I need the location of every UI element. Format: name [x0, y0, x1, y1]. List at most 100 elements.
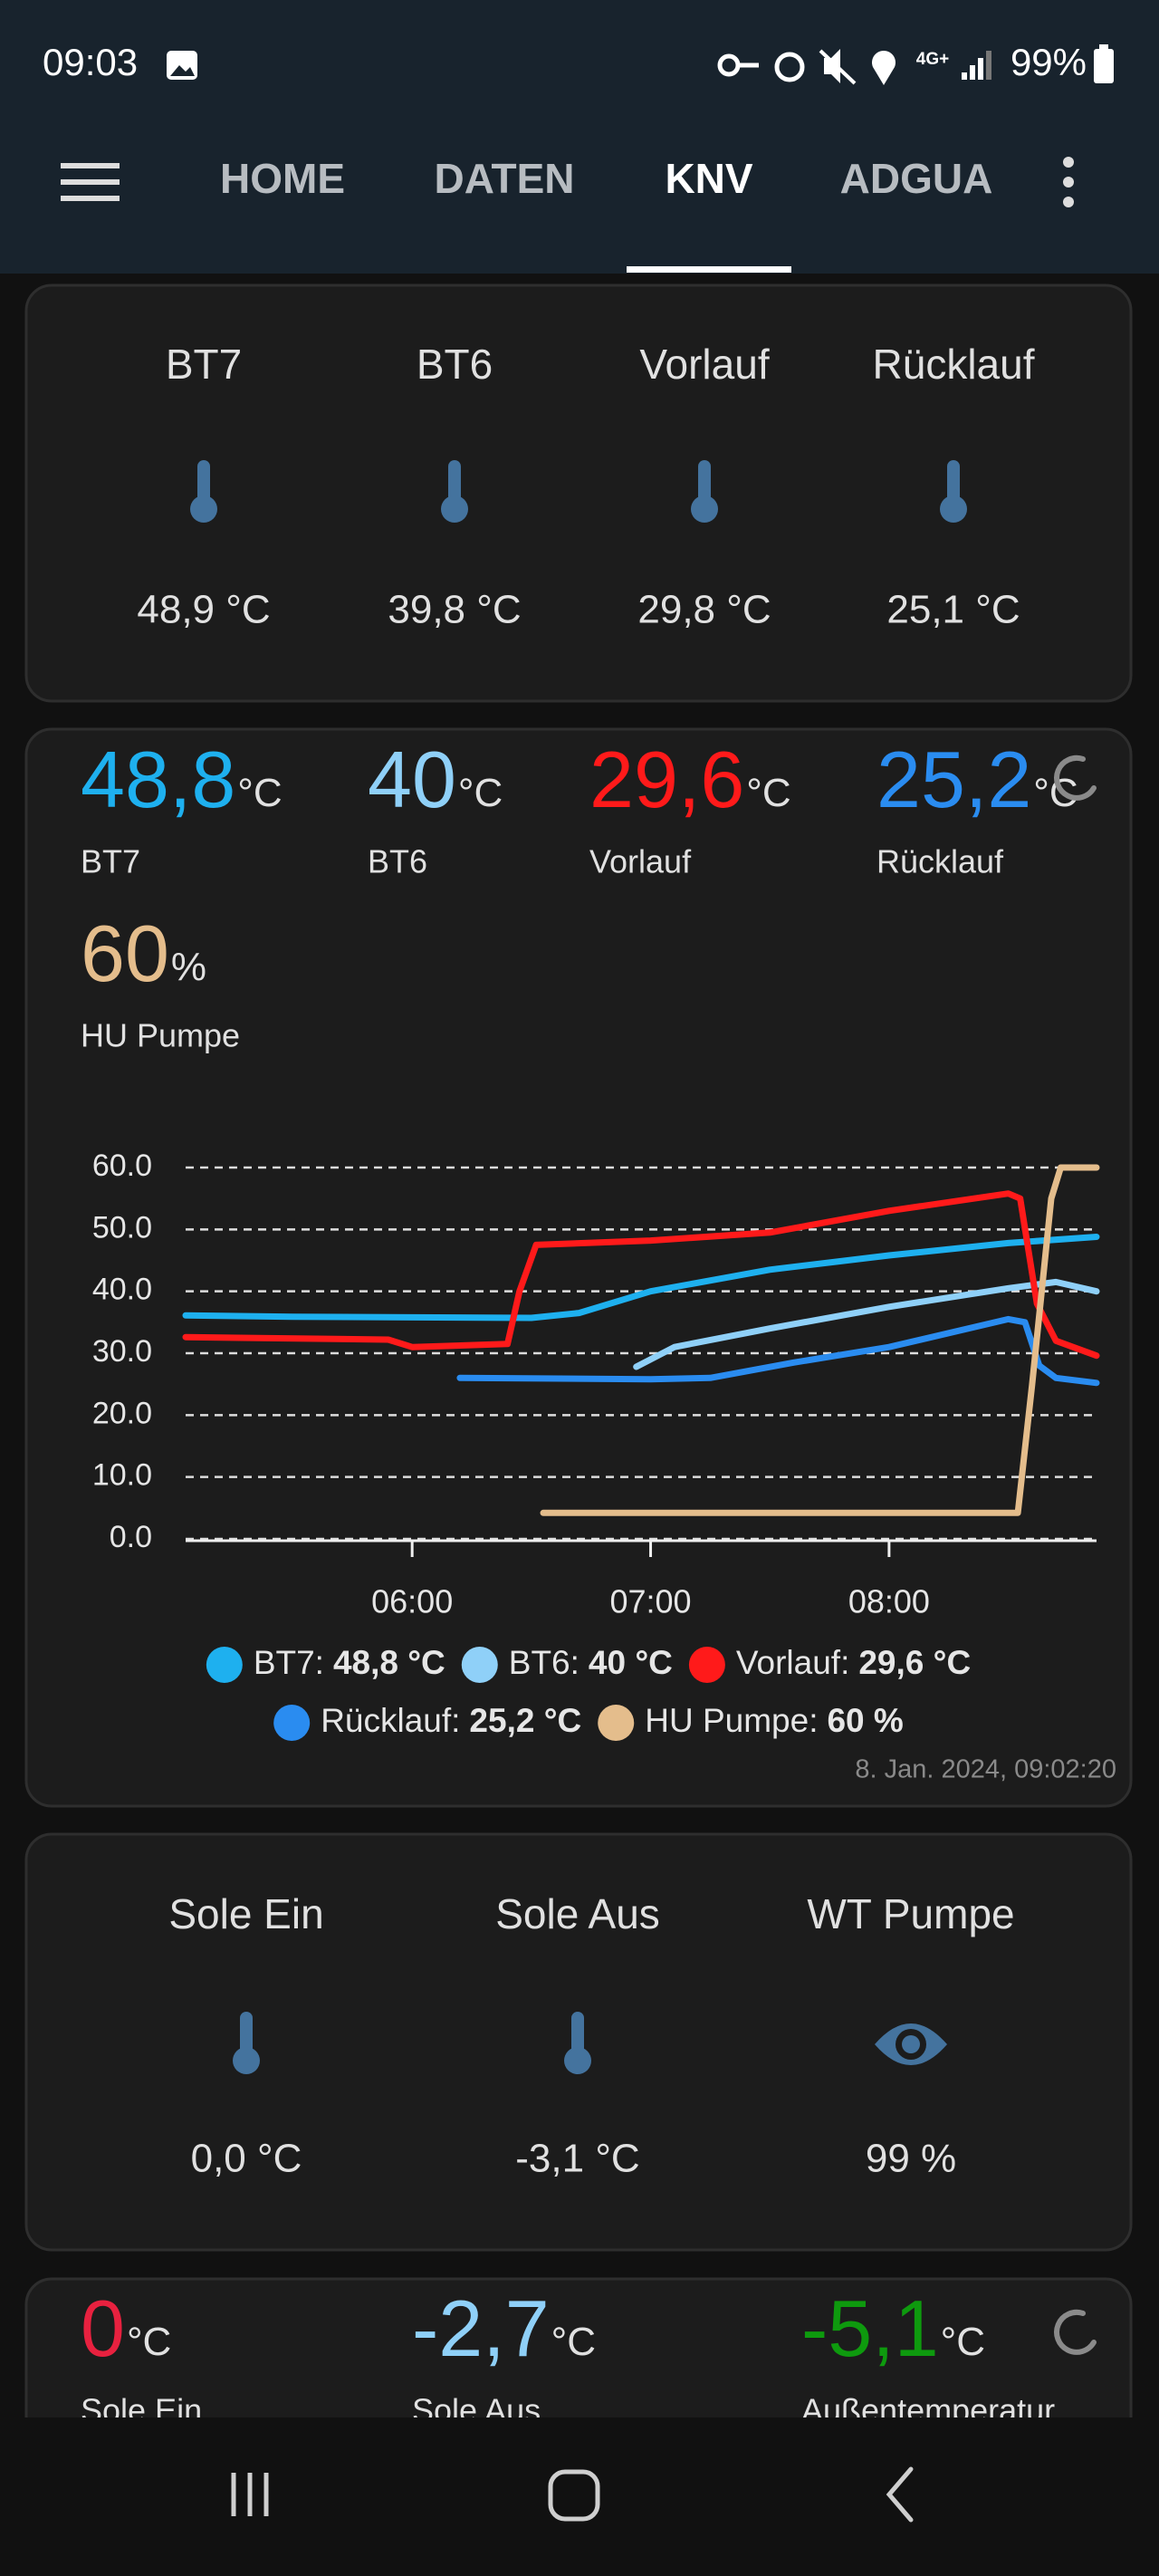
legend-item[interactable]: HU Pumpe: 60 %: [598, 1702, 904, 1741]
series-line: [540, 1164, 1100, 1516]
menu-dot: [1063, 177, 1074, 187]
entity-state: -5,1°C: [801, 2283, 985, 2373]
network-type: 4G+: [916, 50, 949, 69]
legend-item[interactable]: BT6: 40 °C: [461, 1644, 673, 1683]
tab[interactable]: HOME: [220, 155, 345, 202]
thermometer-bulb: [940, 495, 967, 523]
entity-label: Sole Ein: [168, 1890, 323, 1937]
entity-state: 40°C: [368, 735, 503, 824]
app-header: 09:03 4G+ 99% HOME DATEN KNV ADGUA: [0, 0, 1159, 274]
state-value: -5,1: [801, 2283, 939, 2373]
state-value: 40: [368, 735, 456, 824]
signal-bar: [962, 72, 967, 80]
state-unit: °C: [551, 2320, 596, 2364]
thermometer-bulb: [233, 2047, 260, 2074]
state-unit: °C: [941, 2320, 985, 2364]
sensor-card[interactable]: Sole Ein 0,0 °C Sole Aus -3,1 °C WT Pumpe 99 …: [24, 1832, 1133, 2252]
navigation-bar: [0, 2417, 1159, 2576]
menu-button[interactable]: [61, 163, 120, 201]
header-background: [0, 0, 1159, 274]
card: [24, 284, 1133, 703]
loading-spinner: [1054, 2309, 1097, 2355]
legend-name: Vorlauf:: [736, 1644, 849, 1681]
series-line: [633, 1278, 1100, 1370]
entity-value: 39,8 °C: [388, 588, 521, 632]
legend-swatch: [688, 1647, 725, 1683]
entity-value: 0,0 °C: [191, 2137, 302, 2181]
legend-text: Rücklauf: 25,2 °C: [321, 1702, 581, 1739]
y-tick-label: 60.0: [92, 1149, 152, 1183]
state-unit: °C: [237, 771, 282, 815]
entity-label: Sole Aus: [495, 1890, 660, 1937]
menu-dot: [1063, 157, 1074, 168]
entity-name: BT7: [81, 843, 140, 880]
legend-name: BT6:: [509, 1644, 580, 1681]
entity-value: 25,1 °C: [886, 588, 1020, 632]
thermometer-icon: [233, 2012, 260, 2074]
series-line: [182, 1190, 1100, 1360]
thermometer-stem: [571, 2012, 584, 2057]
eye-pupil: [902, 2035, 920, 2053]
recents-button[interactable]: [231, 2473, 269, 2516]
thermometer-bulb: [190, 495, 217, 523]
entity-label: WT Pumpe: [807, 1890, 1014, 1937]
battery-level: 99%: [1011, 41, 1087, 83]
state-value: 25,2: [876, 735, 1031, 824]
overflow-menu[interactable]: [1063, 157, 1074, 207]
legend-value: 40 °C: [589, 1644, 673, 1681]
thermometer-bulb: [441, 495, 468, 523]
legend-value: 48,8 °C: [333, 1644, 445, 1681]
entity-value: -3,1 °C: [515, 2137, 639, 2181]
back-button[interactable]: [886, 2466, 914, 2523]
menu-dot: [1063, 197, 1074, 207]
signal-bar: [978, 58, 983, 80]
thermometer-icon: [691, 460, 718, 523]
thermometer-stem: [947, 460, 960, 505]
legend-text: Vorlauf: 29,6 °C: [736, 1644, 971, 1681]
card: [24, 727, 1133, 1808]
entity-state: 0°C: [81, 2283, 171, 2373]
sensor-card[interactable]: BT7 48,9 °C BT6 39,8 °C Vorlauf 29,8 °C Rückla…: [24, 284, 1133, 703]
legend-item[interactable]: Vorlauf: 29,6 °C: [688, 1644, 971, 1683]
entity-state: 48,8°C: [81, 735, 283, 824]
battery-cap: [1099, 44, 1108, 50]
legend-text: HU Pumpe: 60 %: [645, 1702, 904, 1739]
thermometer-icon: [940, 460, 967, 523]
legend-item[interactable]: Rücklauf: 25,2 °C: [273, 1702, 581, 1741]
legend-swatch: [598, 1705, 635, 1741]
y-tick-label: 0.0: [110, 1520, 152, 1554]
x-tick-label: 08:00: [848, 1583, 930, 1620]
legend-value: 60 %: [827, 1702, 903, 1739]
entity-label: Rücklauf: [873, 341, 1035, 388]
legend-item[interactable]: BT7: 48,8 °C: [206, 1644, 445, 1683]
legend-value: 25,2 °C: [469, 1702, 581, 1739]
state-value: 0: [81, 2283, 125, 2373]
home-button[interactable]: [548, 2469, 600, 2522]
entity-state: 60%: [81, 908, 206, 998]
nav-background: [0, 2417, 1159, 2576]
legend-swatch: [461, 1647, 498, 1683]
y-tick-label: 20.0: [92, 1396, 152, 1430]
thermometer-stem: [197, 460, 210, 505]
entity-state: -2,7°C: [412, 2283, 596, 2373]
mute-slash: [819, 49, 857, 85]
status-time: 09:03: [43, 41, 138, 83]
location-icon: [872, 50, 896, 85]
alarm-icon: [774, 52, 805, 82]
entity-value: 48,9 °C: [137, 588, 270, 632]
legend-swatch: [206, 1647, 243, 1683]
entity-value: 29,8 °C: [637, 588, 771, 632]
history-card[interactable]: 48,8°CBT740°CBT629,6°CVorlauf25,2°CRückl…: [24, 727, 1133, 1808]
last-updated: 8. Jan. 2024, 09:02:20: [855, 1755, 1116, 1784]
tab[interactable]: DATEN: [434, 155, 574, 202]
legend-name: Rücklauf:: [321, 1702, 460, 1739]
series-line: [182, 1234, 1100, 1322]
thermometer-stem: [240, 2012, 253, 2057]
tab[interactable]: ADGUA: [840, 155, 993, 202]
thermometer-bulb: [691, 495, 718, 523]
tab[interactable]: KNV: [665, 155, 752, 202]
legend-value: 29,6 °C: [858, 1644, 971, 1681]
entity-name: Rücklauf: [876, 843, 1004, 880]
legend-name: HU Pumpe:: [645, 1702, 818, 1739]
thermometer-icon: [441, 460, 468, 523]
